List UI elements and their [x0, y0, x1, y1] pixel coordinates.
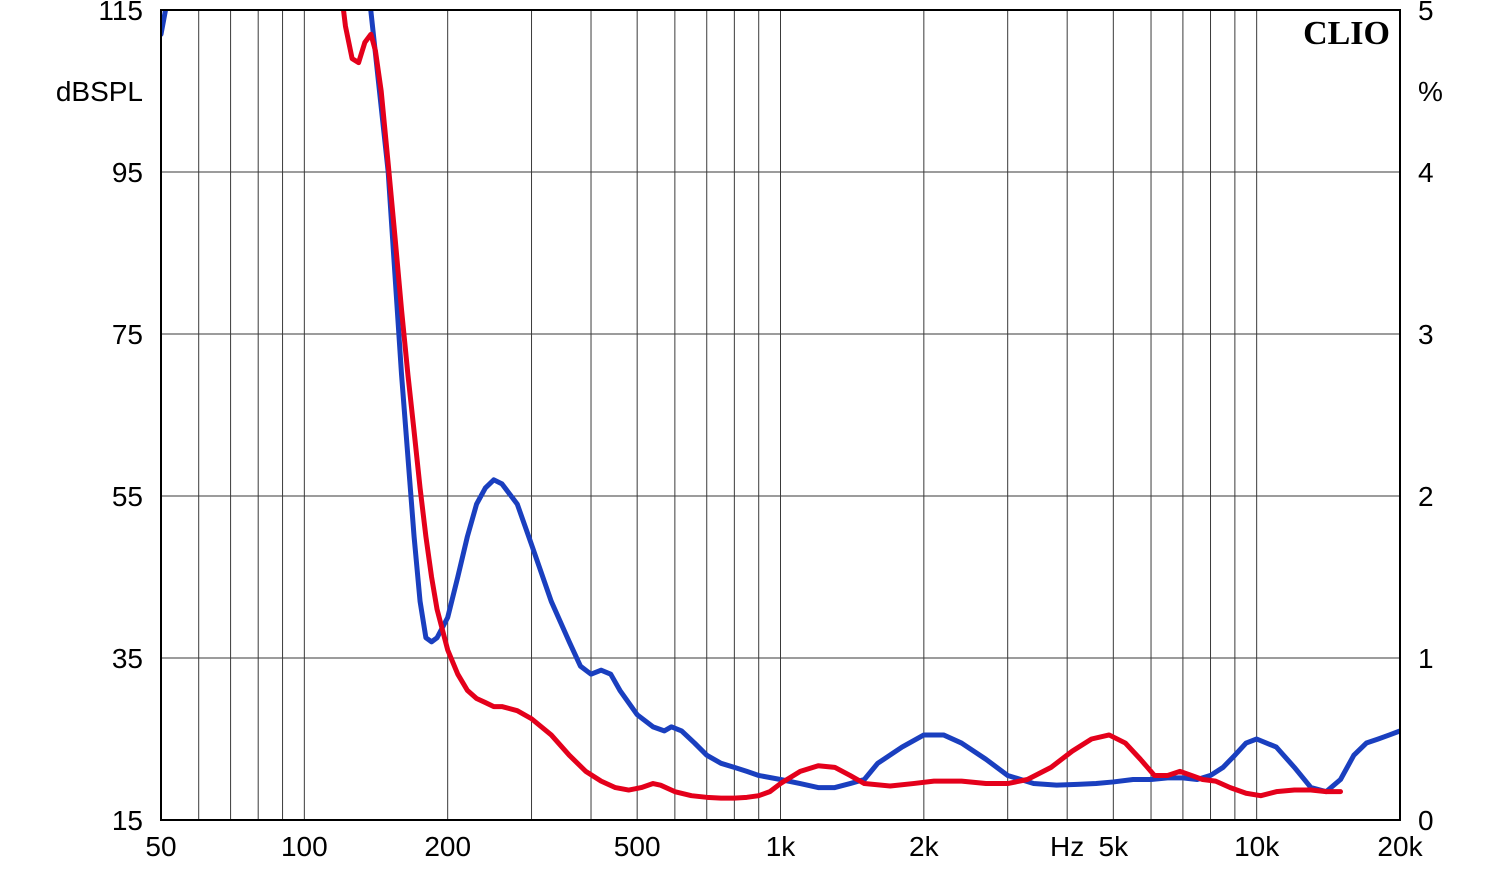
x-tick-label: 20k — [1377, 831, 1423, 862]
y-right-tick-label: 3 — [1418, 319, 1434, 350]
x-tick-label: 10k — [1234, 831, 1280, 862]
y-right-tick-label: 4 — [1418, 157, 1434, 188]
y-left-tick-label: 95 — [112, 157, 143, 188]
y-left-tick-label: 115 — [98, 0, 143, 26]
x-tick-label: 5k — [1099, 831, 1130, 862]
x-tick-label: 1k — [766, 831, 797, 862]
x-tick-label: 200 — [424, 831, 471, 862]
x-tick-label: Hz — [1050, 831, 1084, 862]
x-tick-label: 2k — [909, 831, 940, 862]
y-right-tick-label: 0 — [1418, 805, 1434, 836]
y-left-tick-label: 55 — [112, 481, 143, 512]
y-right-tick-label: 1 — [1418, 643, 1434, 674]
frequency-response-chart: 501002005001k2kHz5k10k20k1535557595115dB… — [0, 0, 1500, 870]
y-right-tick-label: 5 — [1418, 0, 1434, 26]
x-tick-label: 500 — [614, 831, 661, 862]
y-right-tick-label: 2 — [1418, 481, 1434, 512]
x-tick-label: 100 — [281, 831, 328, 862]
clio-logo: CLIO — [1303, 15, 1390, 52]
y-left-unit: dBSPL — [56, 76, 143, 107]
y-right-unit: % — [1418, 76, 1443, 107]
chart-bg — [0, 0, 1500, 870]
y-left-tick-label: 75 — [112, 319, 143, 350]
y-left-tick-label: 35 — [112, 643, 143, 674]
x-tick-label: 50 — [145, 831, 176, 862]
y-left-tick-label: 15 — [112, 805, 143, 836]
